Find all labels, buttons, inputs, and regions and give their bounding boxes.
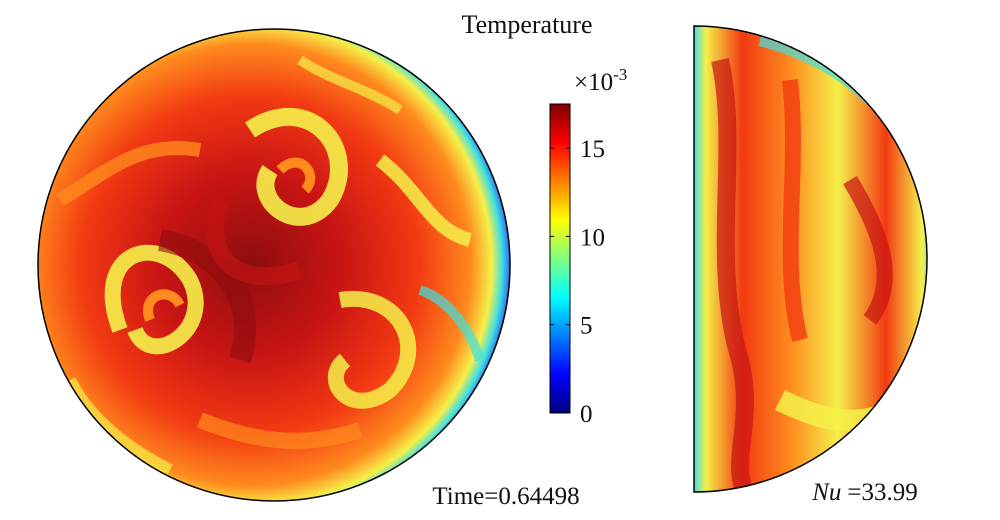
colorbar-tick-label-3: 15 (580, 136, 605, 163)
half-disk-temperature-field (693, 25, 928, 493)
colorbar-tick-label-1: 5 (580, 313, 593, 340)
colorbar-tick-label-0: 0 (580, 401, 593, 428)
time-label: Time=0.64498 (432, 483, 579, 510)
colorbar-tick-label-2: 10 (580, 224, 605, 251)
colorbar-multiplier-exponent: -3 (613, 65, 627, 84)
nusselt-symbol: Nu (811, 479, 841, 506)
colorbar-ticks: 0 5 10 15 (550, 136, 605, 428)
circular-temperature-field (37, 28, 511, 502)
nusselt-value: =33.99 (847, 479, 917, 506)
nusselt-label: Nu =33.99 (811, 479, 918, 506)
half-disk-border (693, 25, 928, 493)
circle-border (37, 28, 511, 502)
colorbar-multiplier-base: ×10 (574, 69, 613, 96)
colorbar: Temperature ×10-3 0 5 10 15 (462, 10, 628, 428)
colorbar-bar (549, 103, 571, 414)
colorbar-title: Temperature (462, 10, 593, 39)
colorbar-multiplier: ×10-3 (574, 65, 627, 96)
